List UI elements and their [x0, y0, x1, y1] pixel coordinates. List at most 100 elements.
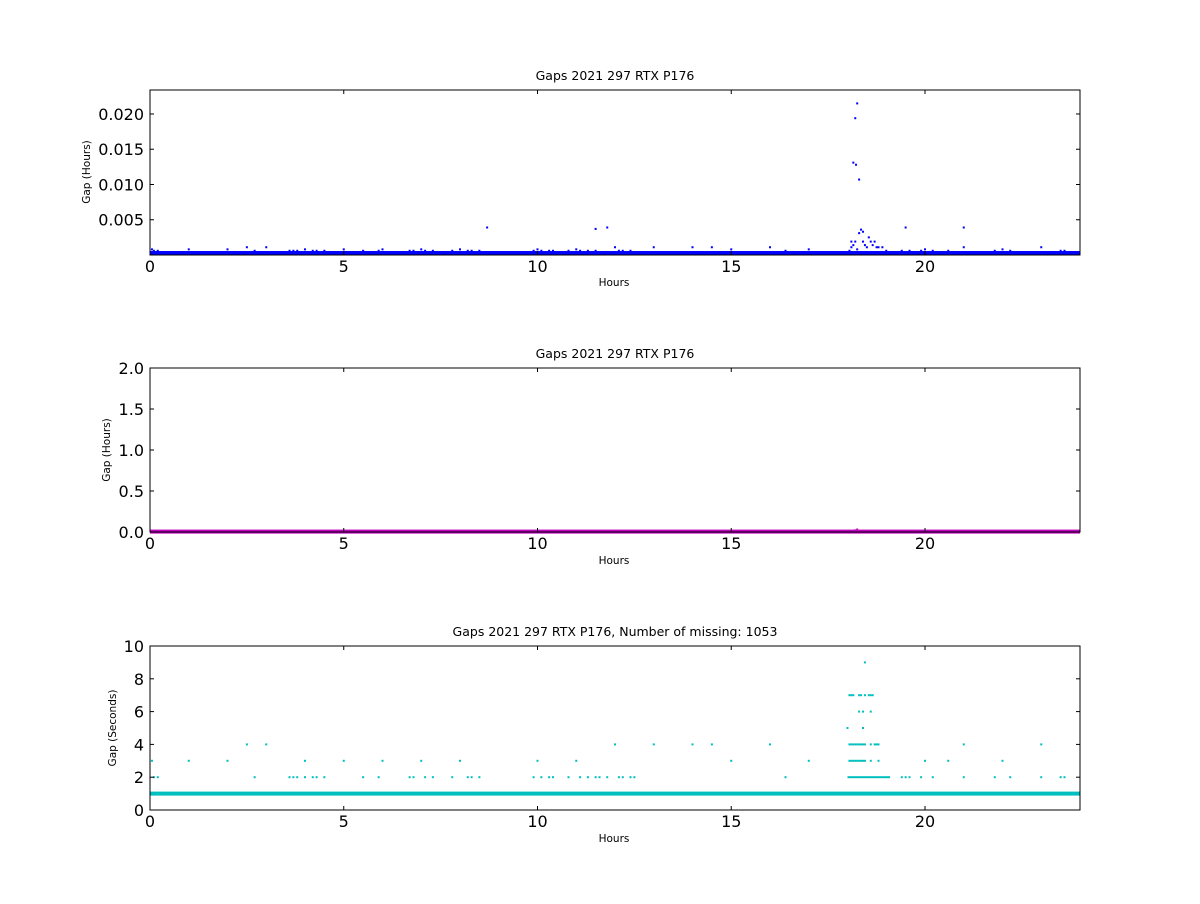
data-point	[860, 694, 863, 697]
subplot-2-xlabel: Hours	[599, 555, 630, 567]
data-point	[710, 743, 713, 746]
data-point	[424, 776, 427, 779]
data-point	[292, 249, 295, 252]
data-point	[856, 102, 859, 105]
data-point	[947, 759, 950, 762]
data-point	[854, 743, 857, 746]
data-point	[858, 178, 861, 181]
data-point	[323, 776, 326, 779]
data-point	[885, 249, 888, 252]
data-point	[869, 240, 872, 243]
y-tick-label: 0.005	[98, 211, 144, 230]
data-point	[993, 249, 996, 252]
x-tick-label: 20	[915, 812, 935, 831]
data-point	[807, 759, 810, 762]
data-point	[877, 759, 880, 762]
data-point	[408, 776, 411, 779]
data-point	[362, 249, 365, 252]
data-point	[769, 246, 771, 249]
data-point	[532, 776, 535, 779]
data-point	[1009, 249, 1012, 252]
data-point	[850, 694, 853, 697]
data-point	[265, 246, 268, 249]
data-point	[633, 776, 636, 779]
data-point	[881, 246, 884, 249]
data-point	[342, 759, 345, 762]
data-point	[860, 228, 863, 231]
data-point	[862, 743, 864, 746]
data-point	[265, 743, 268, 746]
data-point	[904, 776, 907, 779]
x-tick-label: 10	[527, 812, 547, 831]
data-point	[579, 249, 582, 252]
data-point	[315, 776, 318, 779]
data-point	[226, 248, 229, 251]
subplot-3-ylabel: Gap (Seconds)	[107, 690, 119, 767]
data-point	[862, 240, 864, 243]
data-point	[412, 249, 415, 252]
subplot-1-ylabel: Gap (Hours)	[81, 140, 93, 204]
data-point	[296, 776, 299, 779]
data-point	[900, 249, 903, 252]
data-point	[424, 249, 427, 252]
y-tick-label: 10	[124, 637, 144, 656]
y-tick-label: 1.0	[119, 441, 144, 460]
subplot-1-marks	[150, 102, 1080, 256]
data-point	[606, 226, 609, 229]
data-point	[863, 244, 866, 247]
data-point	[875, 743, 878, 746]
data-point	[431, 776, 434, 779]
data-point	[863, 694, 866, 697]
subplot-2: Gaps 2021 297 RTX P176 Gap (Hours) Hours…	[101, 346, 1081, 567]
data-point	[854, 117, 857, 120]
data-point	[784, 776, 787, 779]
y-tick-label: 0.015	[98, 140, 144, 159]
data-point	[858, 710, 861, 713]
x-tick-label: 5	[339, 257, 349, 276]
data-point	[924, 759, 926, 762]
y-tick-label: 6	[134, 703, 144, 722]
data-point	[920, 776, 923, 779]
subplot-1-title: Gaps 2021 297 RTX P176	[536, 68, 695, 83]
data-point	[575, 248, 578, 251]
data-point	[451, 776, 454, 779]
data-point	[304, 248, 306, 251]
data-point	[1059, 249, 1062, 252]
data-point	[924, 248, 926, 251]
data-point	[288, 249, 291, 252]
x-tick-label: 20	[915, 257, 935, 276]
data-point	[730, 248, 733, 251]
subplot-2-frame	[149, 367, 1081, 533]
data-point	[594, 776, 597, 779]
data-point	[863, 743, 866, 746]
data-point	[862, 710, 864, 713]
data-point	[579, 776, 582, 779]
data-point	[150, 759, 153, 762]
data-point	[466, 776, 469, 779]
data-point	[532, 249, 535, 252]
data-point	[869, 710, 872, 713]
data-point	[377, 249, 380, 252]
data-point	[606, 776, 609, 779]
data-point	[253, 776, 256, 779]
data-point	[598, 776, 601, 779]
data-point	[617, 776, 620, 779]
data-point	[408, 249, 411, 252]
data-point	[420, 759, 423, 762]
baseline-band	[150, 251, 1080, 256]
data-point	[710, 246, 713, 249]
subplot-3-title: Gaps 2021 297 RTX P176, Number of missin…	[453, 624, 778, 639]
data-point	[875, 246, 878, 249]
data-point	[784, 249, 787, 252]
data-point	[863, 759, 866, 762]
data-point	[652, 743, 655, 746]
data-point	[311, 249, 314, 252]
x-tick-label: 20	[915, 534, 935, 553]
subplot-1: Gaps 2021 297 RTX P176 Gap (Hours) Hours…	[81, 68, 1081, 289]
data-point	[858, 743, 861, 746]
x-tick-label: 15	[721, 534, 741, 553]
data-point	[311, 776, 314, 779]
x-tick-label: 0	[145, 257, 155, 276]
data-point	[1001, 759, 1004, 762]
subplot-2-title: Gaps 2021 297 RTX P176	[536, 346, 695, 361]
